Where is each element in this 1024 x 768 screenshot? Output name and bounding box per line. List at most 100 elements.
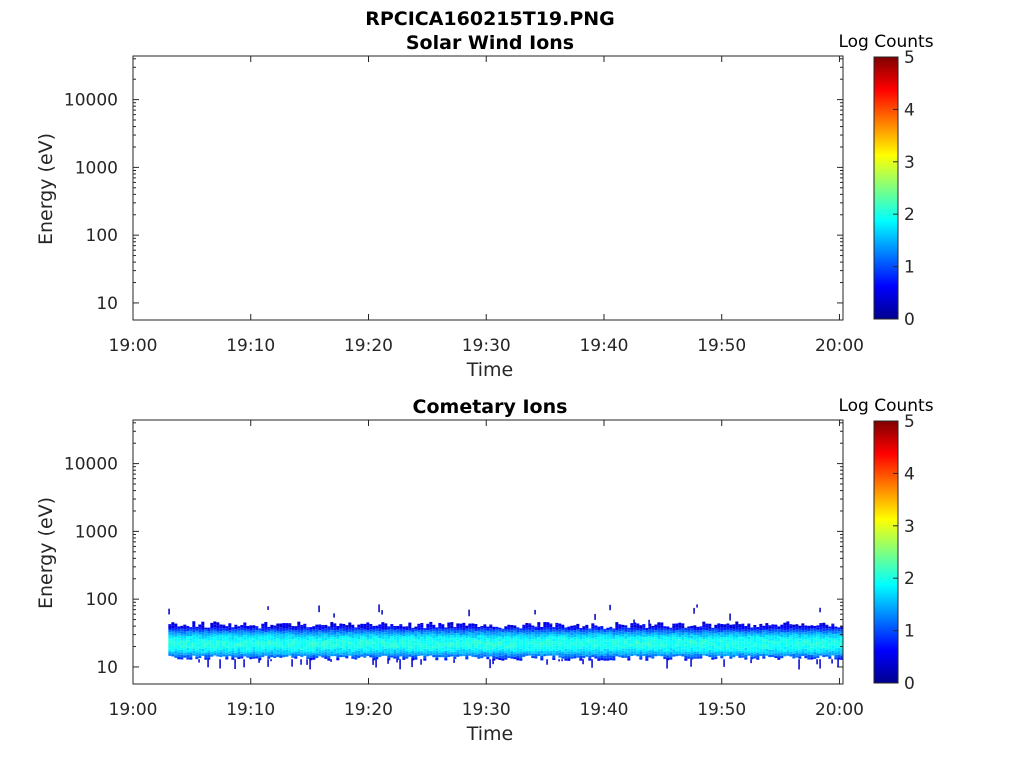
spectrogram-cell xyxy=(342,633,346,636)
spectrogram-cell xyxy=(732,643,736,646)
spectrogram-cell xyxy=(654,625,658,628)
spectrogram-cell xyxy=(309,643,313,647)
spectrogram-cell xyxy=(735,634,739,638)
spectrogram-cell xyxy=(837,640,841,644)
spectrogram-cell xyxy=(405,653,409,657)
spectrogram-cell xyxy=(474,628,478,632)
spectrogram-cell xyxy=(471,633,475,636)
spectrogram-cell xyxy=(330,630,334,633)
spectrogram-cell xyxy=(357,653,361,656)
spectrogram-cell xyxy=(744,645,748,648)
spectrogram-cell xyxy=(231,629,235,632)
spectrogram-cell xyxy=(375,656,379,660)
spectrogram-cell xyxy=(768,626,772,629)
spectrogram-cell xyxy=(180,631,184,634)
spectrogram-cell xyxy=(255,639,259,642)
spectrogram-cell xyxy=(606,634,610,638)
spectrogram-cell xyxy=(615,651,619,654)
spectrogram-cell xyxy=(381,641,385,645)
spectrogram-cell xyxy=(555,648,559,651)
spectrogram-cell xyxy=(501,632,505,635)
spectrogram-cell xyxy=(687,632,691,636)
spectrogram-cell xyxy=(273,625,277,628)
spectrogram-cell xyxy=(810,652,814,655)
spectrogram-cell xyxy=(540,634,544,637)
spectrogram-cell xyxy=(366,644,370,647)
spectrogram-cell xyxy=(471,637,475,641)
spectrogram-cell xyxy=(690,659,692,667)
spectrogram-cell xyxy=(336,625,340,630)
spectrogram-cell xyxy=(285,649,289,653)
spectrogram-cell xyxy=(357,646,361,649)
spectrogram-cell xyxy=(510,637,514,640)
spectrogram-cell xyxy=(183,633,187,637)
spectrogram-cell xyxy=(327,653,331,656)
spectrogram-cell xyxy=(384,651,388,654)
spectrogram-cell xyxy=(333,644,337,647)
spectrogram-cell xyxy=(351,642,355,645)
spectrogram-cell xyxy=(342,631,346,634)
spectrogram-cell xyxy=(753,653,757,657)
spectrogram-cell xyxy=(288,641,292,644)
spectrogram-cell xyxy=(447,633,451,636)
spectrogram-cell xyxy=(609,638,613,642)
spectrogram-cell xyxy=(774,624,778,628)
spectrogram-cell xyxy=(378,624,382,627)
spectrogram-cell xyxy=(540,658,544,661)
spectrogram-cell xyxy=(342,645,346,648)
spectrogram-cell xyxy=(624,634,628,637)
spectrogram-cell xyxy=(771,630,775,634)
spectrogram-area xyxy=(168,604,844,670)
spectrogram-cell xyxy=(618,635,622,639)
spectrogram-cell xyxy=(618,631,622,634)
spectrogram-cell xyxy=(207,650,211,653)
spectrogram-cell xyxy=(339,628,343,632)
spectrogram-cell xyxy=(444,643,448,647)
spectrogram-cell xyxy=(528,650,532,654)
spectrogram-cell xyxy=(639,657,643,660)
spectrogram-cell xyxy=(642,653,646,657)
spectrogram-cell xyxy=(480,653,484,656)
spectrogram-cell xyxy=(822,626,826,629)
spectrogram-cell xyxy=(618,638,622,641)
spectrogram-cell xyxy=(489,632,493,636)
spectrogram-cell xyxy=(210,635,214,638)
spectrogram-cell xyxy=(303,634,307,637)
spectrogram-cell xyxy=(345,627,349,631)
spectrogram-cell xyxy=(264,648,268,652)
spectrogram-cell xyxy=(360,644,364,648)
spectrogram-cell xyxy=(630,651,634,654)
spectrogram-cell xyxy=(780,632,784,635)
spectrogram-cell xyxy=(195,642,199,645)
spectrogram-cell xyxy=(399,649,403,652)
spectrogram-cell xyxy=(300,640,304,643)
spectrogram-cell xyxy=(342,626,346,629)
spectrogram-cell xyxy=(807,631,811,634)
spectrogram-cell xyxy=(630,632,634,635)
spectrogram-cell xyxy=(303,641,307,645)
spectrogram-cell xyxy=(360,649,364,652)
spectrogram-cell xyxy=(303,625,307,628)
spectrogram-cell xyxy=(399,635,403,638)
spectrogram-cell xyxy=(546,636,550,640)
spectrogram-cell xyxy=(756,650,760,653)
spectrogram-cell xyxy=(570,654,574,657)
spectrogram-cell xyxy=(507,655,511,659)
spectrogram-cell xyxy=(396,633,400,637)
spectrogram-cell xyxy=(243,635,247,638)
x-tick-label: 19:40 xyxy=(579,700,628,720)
spectrogram-cell xyxy=(786,651,790,654)
spectrogram-cell xyxy=(669,631,673,634)
spectrogram-cell xyxy=(462,632,466,635)
spectrogram-cell xyxy=(741,623,745,627)
spectrogram-cell xyxy=(669,643,673,646)
spectrogram-cell xyxy=(318,639,322,643)
spectrogram-cell xyxy=(291,643,295,647)
spectrogram-cell xyxy=(837,645,841,648)
spectrogram-cell xyxy=(618,650,622,653)
spectrogram-cell xyxy=(783,625,787,629)
spectrogram-cell xyxy=(219,652,223,655)
spectrogram-cell xyxy=(213,631,217,635)
spectrogram-cell xyxy=(390,633,394,637)
spectrogram-cell xyxy=(351,635,355,638)
